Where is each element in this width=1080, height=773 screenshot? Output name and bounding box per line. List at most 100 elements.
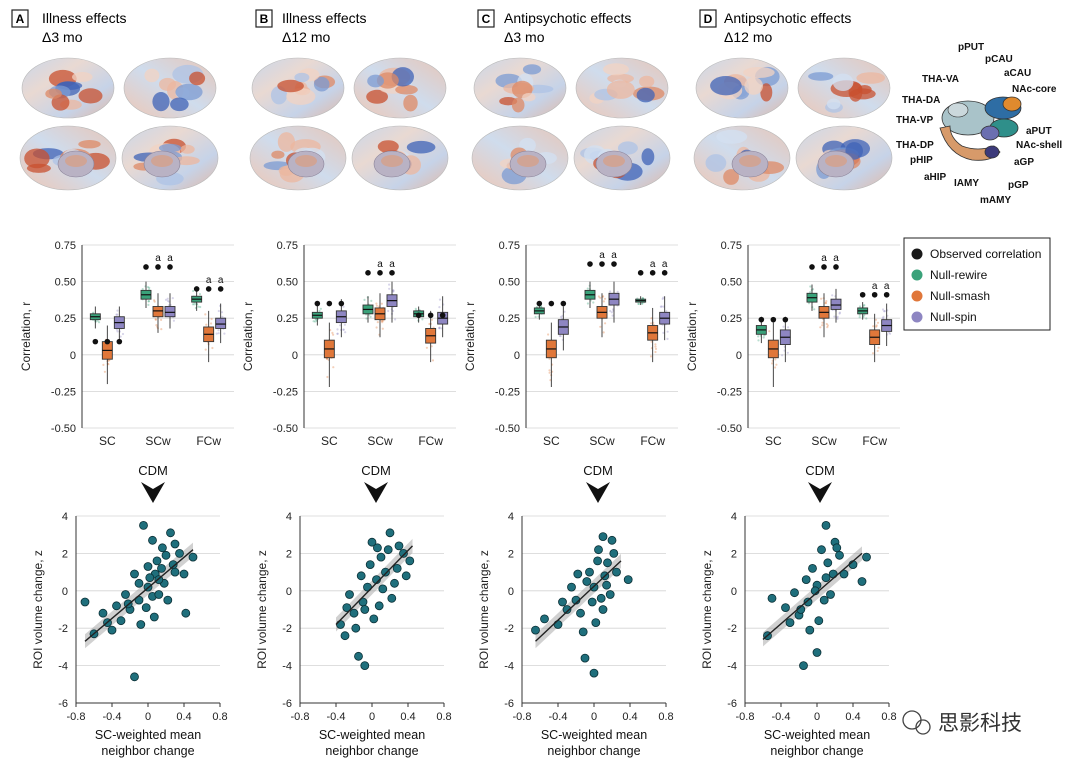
cdm-arrow-icon [586,482,610,503]
subcortical-inset-highlight [603,155,625,167]
null-sample-point [666,337,669,340]
scatter-point [376,552,386,562]
significance-mark: a [662,259,668,270]
observed-correlation-point [116,338,123,345]
brain-parcel [607,73,634,84]
x-category-label: SCw [811,434,837,448]
null-sample-point [662,296,665,299]
scatter-point [821,521,831,530]
x-category-label: SC [765,434,782,448]
scatter-point [605,590,615,599]
null-sample-point [421,318,424,321]
observed-correlation-point [217,286,224,292]
null-sample-point [315,318,318,321]
null-sample-point [217,329,220,332]
brain-parcel [857,85,872,95]
null-sample-point [547,333,550,336]
null-sample-point [881,308,885,311]
null-sample-point [603,297,607,300]
cdm-label: CDM [361,463,391,478]
null-sample-point [365,317,368,320]
null-sample-point [388,283,391,286]
null-sample-point [336,332,339,335]
x-tick-label: 0 [145,711,151,723]
subcortical-inset-highlight [295,155,317,167]
null-sample-point [836,317,839,320]
scatter-point [805,625,815,635]
scatter-point [168,560,178,569]
y-tick-label: -6 [58,698,68,710]
null-sample-point [211,346,214,350]
null-sample-point [659,305,663,308]
null-sample-point [757,335,760,338]
x-tick-label: 0.4 [176,711,191,723]
scatter-point [390,578,399,588]
null-sample-point [882,315,885,318]
scatter-point [130,672,139,682]
null-sample-point [430,345,433,348]
panel-header-a: A Illness effects Δ3 mo [11,9,127,45]
null-sample-point [116,330,119,333]
null-sample-point [339,324,342,327]
scatter-point [157,564,166,573]
null-sample-point [370,299,373,302]
null-sample-point [863,304,866,307]
null-sample-point [666,330,669,333]
atlas-label-aput: aPUT [1026,126,1052,137]
legend-label: Null-rewire [930,268,988,282]
observed-correlation-point [365,270,371,276]
scatter-point [354,651,363,661]
panel-title: Antipsychotic effects [504,10,631,26]
x-tick-label: -0.8 [67,711,86,723]
scatter-point [767,593,777,603]
x-tick-label: -0.4 [327,711,346,723]
scatter-point [589,668,599,678]
null-sample-point [166,299,169,302]
null-sample-point [649,355,653,358]
y-tick-label: 0 [731,586,737,598]
observed-correlation-point [536,300,543,307]
null-sample-point [602,300,606,303]
null-sample-point [654,343,657,346]
significance-mark: a [599,250,605,261]
null-sample-point [665,310,668,313]
null-sample-point [116,309,119,312]
x-category-label: FCw [862,434,887,448]
observed-correlation-point [809,264,815,270]
null-sample-point [103,370,106,373]
null-sample-point [318,309,321,312]
scatter-point [374,601,384,611]
x-category-label: SCw [367,434,393,448]
brain-parcel [522,93,536,102]
brain-parcel [367,74,384,88]
null-sample-point [387,309,390,313]
null-sample-point [220,311,224,314]
observed-correlation-point [560,300,567,307]
y-tick-label: 4 [508,511,514,523]
scatter-point [336,620,345,629]
x-category-label: SC [99,434,116,448]
legend-label: Null-smash [930,289,990,303]
y-tick-label: -0.50 [717,423,742,435]
null-sample-point [171,297,174,300]
x-tick-label: -0.4 [772,711,791,723]
null-sample-point [164,298,168,301]
y-axis-label: ROI volume change, z [255,550,269,669]
observed-correlation-point [326,300,333,307]
brain-parcel [144,68,160,83]
null-sample-point [825,322,828,326]
brain-parcel [641,148,655,166]
scatter-point [540,614,549,624]
brain-parcel [377,140,399,154]
scatter-point [356,571,366,581]
null-sample-point [637,302,640,305]
null-sample-point [768,330,771,333]
scatter-point [342,603,352,612]
y-tick-label: 2 [62,548,68,560]
scatter-panel-d: 4 2 0 -2 -4 -6-0.8 -0.4 0 0.4 0.8 ROI volume chang… [700,511,897,758]
observed-correlation-point [338,300,345,307]
fit-line [535,560,622,642]
brain-parcel [743,67,775,78]
legend-label: Observed correlation [930,247,1041,261]
scatter-point [553,620,563,629]
